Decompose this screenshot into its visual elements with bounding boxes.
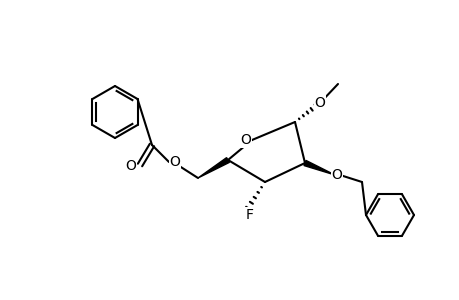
Text: F: F: [246, 208, 253, 222]
Text: O: O: [314, 96, 325, 110]
Polygon shape: [303, 160, 334, 175]
Polygon shape: [197, 158, 229, 178]
Text: O: O: [125, 159, 136, 173]
Text: O: O: [169, 155, 180, 169]
Text: O: O: [331, 168, 341, 182]
Text: O: O: [240, 133, 251, 147]
